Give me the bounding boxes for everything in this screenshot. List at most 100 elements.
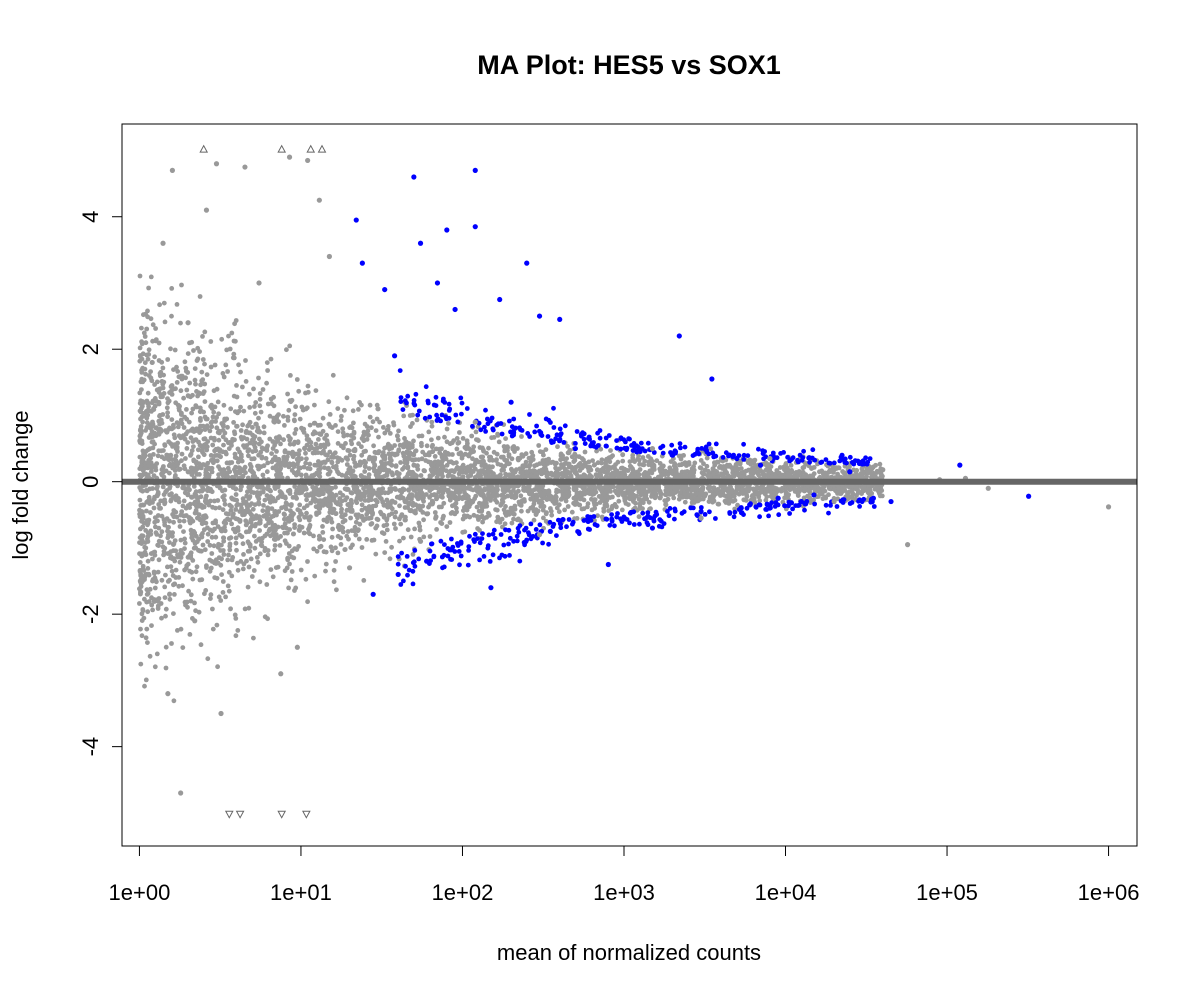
gene-point (182, 540, 188, 546)
gene-point (364, 537, 370, 542)
gene-point (495, 514, 501, 520)
gene-point (177, 518, 183, 524)
gene-point (698, 458, 704, 463)
gene-point (407, 450, 413, 456)
gene-point (156, 418, 162, 424)
gene-point (172, 592, 177, 597)
gene-point (221, 402, 227, 408)
gene-point (616, 498, 622, 504)
gene-point (220, 371, 226, 376)
gene-point (150, 500, 155, 505)
gene-point (210, 528, 216, 534)
gene-point (331, 579, 337, 585)
gene-point (305, 383, 311, 389)
gene-point (209, 534, 215, 540)
gene-point (264, 582, 270, 587)
gene-point (222, 416, 228, 422)
gene-point (865, 469, 870, 475)
gene-point (381, 531, 387, 536)
gene-point (634, 493, 639, 499)
gene-point (324, 432, 329, 438)
gene-point (301, 530, 307, 536)
gene-point (163, 644, 169, 650)
gene-point (254, 490, 260, 495)
gene-point (202, 547, 208, 553)
gene-point (203, 588, 209, 593)
gene-point (574, 516, 580, 521)
gene-point (262, 497, 268, 503)
gene-point (152, 354, 158, 360)
gene-point (339, 506, 344, 512)
gene-point (559, 488, 564, 494)
gene-point (371, 443, 376, 449)
gene-point (620, 492, 626, 498)
gene-point (796, 469, 802, 474)
gene-point (201, 452, 207, 458)
gene-point (181, 498, 187, 504)
gene-point (344, 462, 350, 467)
gene-point (314, 512, 319, 517)
gene-point (320, 530, 326, 535)
gene-point (214, 575, 220, 581)
gene-point (258, 490, 264, 495)
gene-point (178, 320, 183, 326)
gene-point (260, 508, 266, 514)
gene-point (147, 486, 153, 492)
gene-point (243, 522, 249, 528)
gene-point (381, 523, 387, 529)
gene-point (219, 572, 225, 577)
gene-point (153, 326, 159, 331)
gene-point (255, 559, 261, 565)
gene-point (138, 626, 143, 632)
gene-point (855, 490, 861, 496)
gene-point (268, 396, 274, 402)
gene-point (145, 566, 151, 571)
gene-point (154, 532, 160, 537)
gene-point (166, 439, 172, 445)
gene-point (442, 434, 447, 440)
gene-point (716, 501, 722, 507)
gene-point (335, 533, 341, 539)
gene-point (507, 461, 512, 466)
gene-point (678, 453, 684, 459)
gene-point (330, 372, 336, 378)
gene-point (197, 294, 203, 299)
gene-point (456, 484, 462, 489)
gene-point (383, 539, 389, 544)
gene-point (177, 524, 183, 529)
gene-point (350, 408, 356, 414)
gene-point (422, 468, 427, 474)
gene-point (185, 561, 191, 567)
gene-point (672, 461, 678, 467)
gene-point (151, 452, 156, 457)
gene-point (191, 484, 197, 489)
gene-point (493, 507, 498, 512)
gene-point (641, 462, 647, 468)
gene-point (335, 406, 341, 411)
gene-point (220, 434, 226, 440)
gene-point (247, 391, 252, 397)
gene-point (423, 484, 429, 489)
gene-point (233, 409, 238, 414)
gene-point (198, 642, 204, 648)
gene-point (269, 451, 274, 456)
gene-point (275, 462, 280, 468)
gene-point (137, 511, 143, 517)
gene-point (182, 567, 188, 573)
gene-point (444, 426, 450, 432)
gene-point (373, 551, 379, 557)
gene-point (419, 456, 425, 462)
gene-point (189, 569, 195, 575)
gene-point (145, 558, 151, 564)
gene-point (757, 498, 763, 504)
gene-point (179, 451, 185, 457)
gene-point (429, 492, 434, 498)
gene-point (169, 286, 175, 291)
gene-point (262, 513, 268, 518)
gene-point (648, 506, 653, 512)
gene-point (165, 396, 170, 401)
gene-point (427, 534, 433, 539)
gene-point (171, 519, 177, 525)
gene-point (313, 441, 319, 447)
gene-point (429, 423, 435, 429)
